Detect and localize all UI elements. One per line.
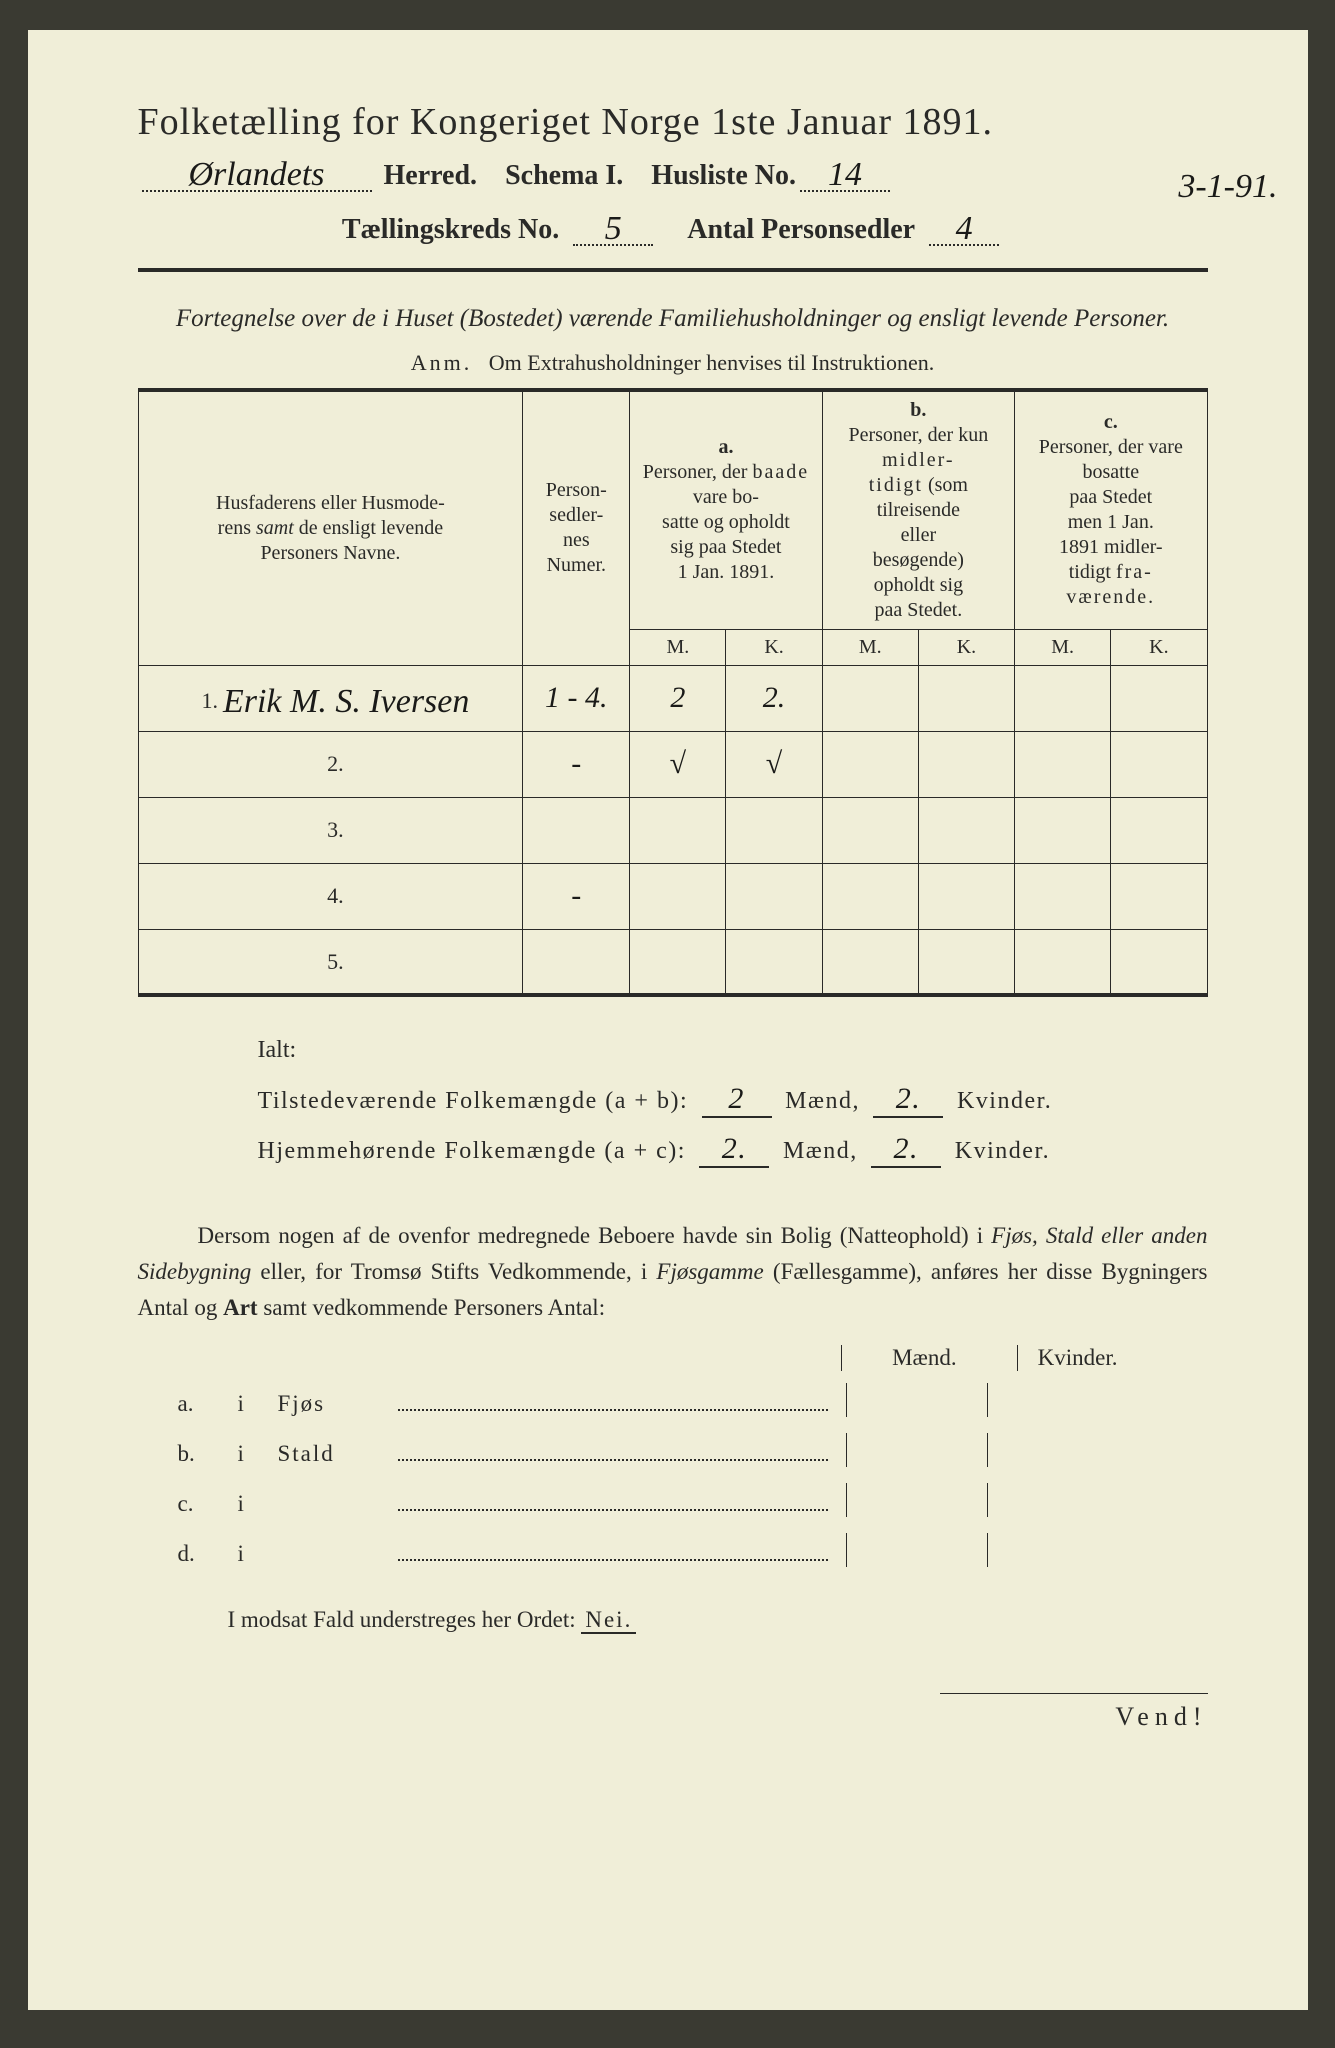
row-aK (726, 929, 822, 995)
antal-value: 4 (956, 210, 973, 247)
ialt-line-1: Tilstedeværende Folkemængde (a + b): 2 M… (258, 1082, 1208, 1118)
anm-line: Anm. Om Extrahusholdninger henvises til … (138, 350, 1208, 376)
col-a-header: a. Personer, der baade vare bo-satte og … (630, 390, 822, 630)
col-num-header: Person-sedler-nesNumer. (523, 390, 630, 666)
row-cK (1111, 665, 1207, 731)
abcd-row: a.iFjøs (178, 1383, 1208, 1417)
row-bK (918, 731, 1014, 797)
anm-label: Anm. (411, 350, 473, 375)
ialt-line-2: Hjemmehørende Folkemængde (a + c): 2. Mæ… (258, 1132, 1208, 1168)
row-cK (1111, 797, 1207, 863)
table-row: 2. -√√ (138, 731, 1207, 797)
anm-text: Om Extrahusholdninger henvises til Instr… (489, 350, 934, 375)
row-cM (1015, 929, 1111, 995)
row-name-cell: 4. (138, 863, 523, 929)
ialt-1-m: 2 (728, 1082, 745, 1115)
antal-label: Antal Personsedler (687, 214, 915, 246)
divider-rule (138, 268, 1208, 272)
vend-label: Vend! (940, 1693, 1208, 1732)
census-form-page: Folketælling for Kongeriget Norge 1ste J… (28, 30, 1308, 2010)
row-aM (630, 929, 726, 995)
row-bK (918, 929, 1014, 995)
row-cM (1015, 665, 1111, 731)
row-num-cell (523, 797, 630, 863)
row-aM (630, 863, 726, 929)
date-corner: 3-1-91. (1178, 168, 1277, 206)
row-cK (1111, 731, 1207, 797)
ialt-2-k: 2. (894, 1132, 920, 1165)
col-b-k: K. (918, 629, 1014, 665)
header-line-2: Ørlandets Herred. Schema I. Husliste No.… (138, 152, 1208, 192)
ialt-title: Ialt: (258, 1037, 1208, 1064)
row-cK (1111, 863, 1207, 929)
kvinder-label: Kvinder. (1017, 1345, 1138, 1371)
row-aM: √ (630, 731, 726, 797)
col-b-header: b. Personer, der kun midler-tidigt (somt… (822, 390, 1014, 630)
col-c-m: M. (1015, 629, 1111, 665)
nei-word: Nei. (581, 1607, 636, 1634)
row-aK (726, 797, 822, 863)
row-aK (726, 863, 822, 929)
maend-label: Mænd. (872, 1345, 977, 1371)
table-row: 1. Erik M. S. Iversen1 - 4.22. (138, 665, 1207, 731)
row-aK: 2. (726, 665, 822, 731)
kreds-label: Tællingskreds No. (342, 214, 559, 246)
row-aM (630, 797, 726, 863)
schema-label: Schema I. (505, 160, 623, 192)
header-line-3: Tællingskreds No. 5 Antal Personsedler 4 (138, 206, 1208, 246)
row-num-cell (523, 929, 630, 995)
col-a-k: K. (726, 629, 822, 665)
row-name-cell: 5. (138, 929, 523, 995)
row-bM (822, 797, 918, 863)
row-bM (822, 731, 918, 797)
row-name-cell: 2. (138, 731, 523, 797)
row-aK: √ (726, 731, 822, 797)
row-cM (1015, 863, 1111, 929)
col-c-header: c. Personer, der vare bosattepaa Stedetm… (1015, 390, 1207, 630)
husliste-value: 14 (828, 156, 862, 193)
row-cM (1015, 731, 1111, 797)
abcd-row: b.iStald (178, 1433, 1208, 1467)
abcd-row: d.i (178, 1533, 1208, 1567)
row-num-cell: - (523, 731, 630, 797)
row-name-cell: 1. Erik M. S. Iversen (138, 665, 523, 731)
row-cK (1111, 929, 1207, 995)
row-cM (1015, 797, 1111, 863)
kreds-value: 5 (605, 210, 622, 247)
row-num-cell: - (523, 863, 630, 929)
row-name-cell: 3. (138, 797, 523, 863)
maend-kvinder-header: Mænd. Kvinder. (841, 1345, 1137, 1371)
subtitle: Fortegnelse over de i Huset (Bostedet) v… (138, 302, 1208, 336)
col-b-m: M. (822, 629, 918, 665)
ialt-2-m: 2. (722, 1132, 748, 1165)
row-bM (822, 665, 918, 731)
row-bM (822, 863, 918, 929)
herred-value: Ørlandets (189, 156, 325, 193)
col-a-m: M. (630, 629, 726, 665)
nei-line: I modsat Fald understreges her Ordet: Ne… (228, 1607, 1208, 1633)
ialt-1-k: 2. (896, 1082, 922, 1115)
abcd-block: a.iFjøs b.iStald c.i d.i (178, 1383, 1208, 1567)
page-title: Folketælling for Kongeriget Norge 1ste J… (138, 100, 1208, 144)
herred-label: Herred. (384, 160, 478, 192)
row-bM (822, 929, 918, 995)
col-c-k: K. (1111, 629, 1207, 665)
main-table: Husfaderens eller Husmode-rens samt de e… (138, 388, 1208, 998)
row-bK (918, 863, 1014, 929)
row-aM: 2 (630, 665, 726, 731)
table-row: 4. - (138, 863, 1207, 929)
row-bK (918, 797, 1014, 863)
col-name-header: Husfaderens eller Husmode-rens samt de e… (138, 390, 523, 666)
table-row: 5. (138, 929, 1207, 995)
abcd-row: c.i (178, 1483, 1208, 1517)
row-num-cell: 1 - 4. (523, 665, 630, 731)
table-row: 3. (138, 797, 1207, 863)
building-paragraph: Dersom nogen af de ovenfor medregnede Be… (138, 1218, 1208, 1325)
ialt-block: Ialt: Tilstedeværende Folkemængde (a + b… (258, 1037, 1208, 1168)
row-bK (918, 665, 1014, 731)
husliste-label: Husliste No. (651, 160, 796, 192)
